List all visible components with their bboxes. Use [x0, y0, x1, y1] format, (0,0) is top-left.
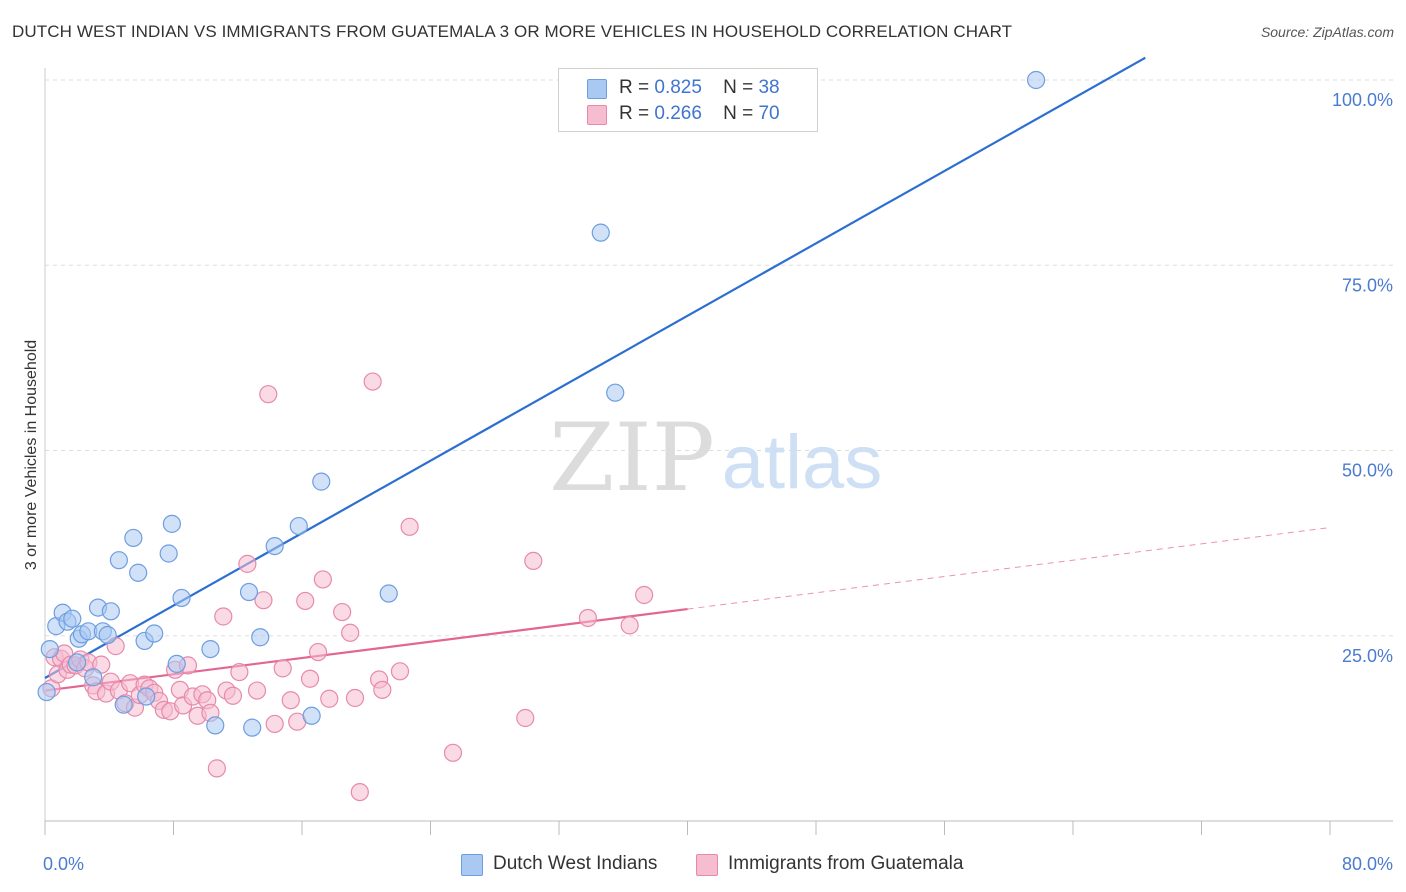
data-point-guatemala — [443, 743, 463, 762]
data-point-dutch-west-indians — [124, 528, 143, 548]
data-point-dutch-west-indians — [289, 516, 308, 536]
data-point-guatemala — [635, 585, 654, 605]
legend-r-label: R = — [619, 77, 650, 98]
data-point-dutch-west-indians — [172, 588, 191, 608]
data-point-dutch-west-indians — [137, 687, 156, 706]
data-point-dutch-west-indians — [63, 609, 82, 628]
data-point-guatemala — [207, 759, 226, 778]
bottom-legend-swatch-pink — [696, 854, 718, 876]
data-point-guatemala — [281, 691, 300, 710]
data-point-dutch-west-indians — [68, 653, 87, 672]
data-point-guatemala — [333, 602, 352, 622]
legend-r-label: R = — [619, 103, 650, 124]
x-tick-label-left: 0.0% — [43, 854, 84, 874]
data-point-dutch-west-indians — [114, 695, 133, 714]
source-label: Source: ZipAtlas.com — [1260, 24, 1394, 40]
data-point-guatemala — [516, 708, 535, 728]
data-point-dutch-west-indians — [98, 625, 117, 645]
trend-line-guatemala-extension — [687, 527, 1331, 610]
y-tick-label-25: 25.0% — [1342, 646, 1393, 666]
data-point-dutch-west-indians — [206, 716, 225, 735]
legend-box: R = 0.825 N = 38 R = 0.266 N = 70 — [558, 68, 818, 132]
data-point-dutch-west-indians — [40, 639, 59, 659]
legend-n-label: N = — [723, 77, 754, 98]
bottom-legend-label-2: Immigrants from Guatemala — [728, 853, 964, 874]
data-point-dutch-west-indians — [84, 668, 103, 687]
legend-n-value-1: 38 — [758, 77, 780, 98]
data-point-dutch-west-indians — [379, 584, 398, 603]
legend-n-label: N = — [723, 103, 754, 124]
data-point-dutch-west-indians — [159, 544, 178, 563]
y-axis-label: 3 or more Vehicles in Household — [23, 340, 40, 570]
data-point-guatemala — [230, 662, 249, 682]
legend-swatch-blue — [587, 79, 607, 99]
bottom-legend-swatch-blue — [461, 854, 483, 876]
y-tick-label-75: 75.0% — [1342, 275, 1393, 295]
data-point-dutch-west-indians — [239, 582, 259, 602]
data-point-guatemala — [620, 616, 639, 635]
data-point-dutch-west-indians — [109, 551, 128, 570]
y-tick-label-100: 100.0% — [1332, 90, 1393, 110]
legend-r-value-2: 0.266 — [654, 103, 702, 124]
data-point-guatemala — [238, 554, 257, 573]
bottom-legend-label-1: Dutch West Indians — [493, 853, 658, 874]
data-point-guatemala — [254, 591, 273, 610]
data-point-dutch-west-indians — [145, 624, 164, 643]
legend-n-value-2: 70 — [758, 103, 780, 124]
x-tick-label-right: 80.0% — [1342, 854, 1393, 874]
data-point-dutch-west-indians — [162, 514, 181, 533]
data-point-guatemala — [300, 669, 320, 688]
data-point-dutch-west-indians — [129, 563, 148, 582]
grid-lines — [45, 79, 1393, 637]
watermark: ZIP atlas — [549, 404, 882, 513]
data-point-guatemala — [345, 688, 365, 708]
data-point-guatemala — [313, 570, 332, 589]
data-point-guatemala — [265, 714, 284, 734]
data-point-dutch-west-indians — [302, 706, 321, 725]
data-point-guatemala — [259, 385, 278, 404]
trend-line-dutch-west-indians — [44, 56, 1146, 679]
data-point-dutch-west-indians — [201, 639, 220, 659]
data-point-guatemala — [247, 681, 267, 700]
data-point-guatemala — [320, 689, 339, 708]
axes — [44, 68, 1393, 835]
data-point-guatemala — [341, 623, 360, 642]
data-point-dutch-west-indians — [312, 472, 331, 491]
data-point-guatemala — [373, 680, 392, 699]
data-point-guatemala — [363, 372, 382, 391]
chart-title: DUTCH WEST INDIAN VS IMMIGRANTS FROM GUA… — [12, 22, 1013, 41]
trend-lines — [44, 56, 1331, 692]
data-point-guatemala — [390, 662, 410, 681]
series-dutch-west-indians-points — [37, 70, 1046, 737]
data-point-dutch-west-indians — [167, 654, 186, 674]
data-point-dutch-west-indians — [1026, 70, 1046, 90]
data-point-dutch-west-indians — [243, 718, 262, 737]
data-point-dutch-west-indians — [251, 628, 270, 647]
data-point-guatemala — [308, 642, 328, 662]
data-point-dutch-west-indians — [265, 536, 284, 556]
data-point-guatemala — [350, 783, 369, 802]
data-point-dutch-west-indians — [37, 682, 56, 702]
data-point-dutch-west-indians — [606, 383, 625, 402]
data-point-dutch-west-indians — [101, 602, 120, 621]
legend-swatch-pink — [587, 105, 607, 125]
legend-r-value-1: 0.825 — [654, 77, 702, 98]
data-point-guatemala — [273, 659, 292, 678]
data-point-guatemala — [524, 551, 543, 571]
data-point-guatemala — [296, 591, 315, 611]
watermark-atlas: atlas — [722, 420, 883, 505]
data-point-guatemala — [223, 686, 243, 705]
tick-labels: 25.0% 50.0% 75.0% 100.0% 0.0% 80.0% — [43, 90, 1393, 874]
data-point-guatemala — [400, 517, 419, 536]
data-point-dutch-west-indians — [591, 223, 610, 242]
data-point-guatemala — [214, 607, 233, 626]
data-point-guatemala — [578, 608, 598, 628]
watermark-zip: ZIP — [549, 404, 715, 513]
y-tick-label-50: 50.0% — [1342, 461, 1393, 481]
